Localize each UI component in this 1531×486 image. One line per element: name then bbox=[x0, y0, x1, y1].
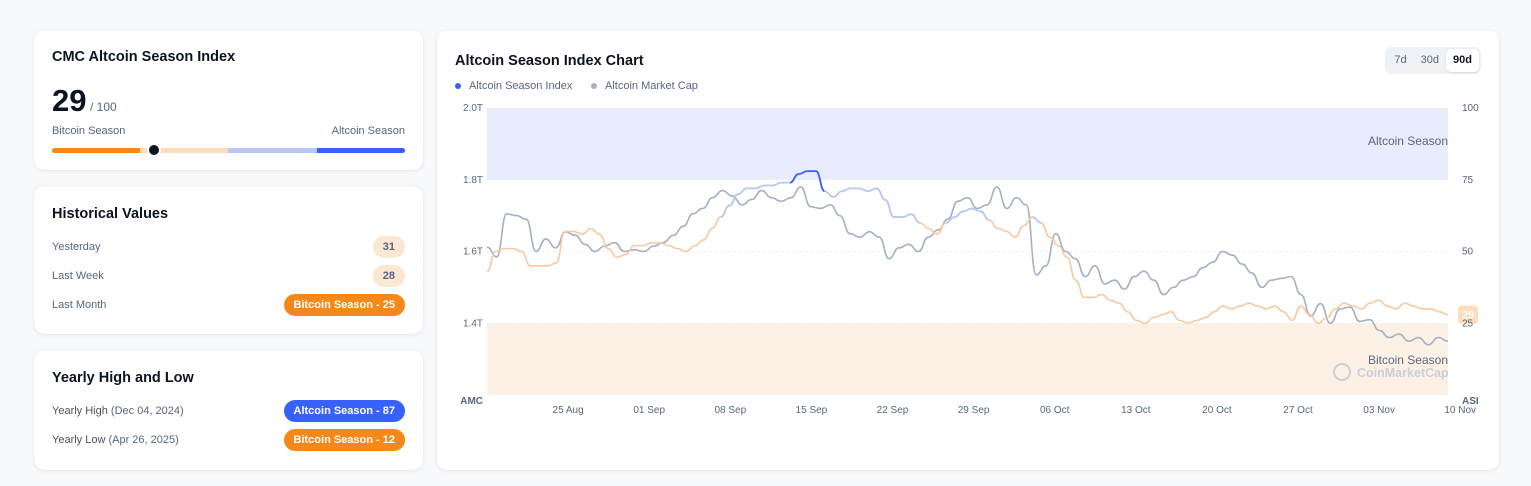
right-axis-tick: 50 bbox=[1462, 247, 1474, 258]
left-axis-title: AMC bbox=[460, 396, 483, 407]
range-tabs: 7d 30d 90d bbox=[1385, 47, 1481, 74]
yesterday-label: Yesterday bbox=[52, 241, 101, 253]
historical-title: Historical Values bbox=[52, 206, 169, 222]
yearly-high-date: (Dec 04, 2024) bbox=[110, 405, 184, 417]
index-line-segment bbox=[841, 187, 851, 193]
legend-marketcap-label: Altcoin Market Cap bbox=[605, 80, 698, 92]
legend-marketcap[interactable]: Altcoin Market Cap bbox=[591, 80, 698, 92]
x-axis-tick: 27 Oct bbox=[1283, 405, 1313, 416]
left-axis-tick: 1.8T bbox=[463, 175, 483, 186]
legend-marketcap-dot bbox=[591, 83, 597, 89]
gauge-altcoin-light-segment bbox=[228, 148, 317, 153]
index-line-segment bbox=[971, 207, 981, 213]
yearly-high-value: Altcoin Season - 87 bbox=[283, 400, 405, 422]
gauge-indicator bbox=[147, 143, 162, 157]
index-line-segment bbox=[954, 210, 964, 218]
current-value-badge-text: 29 bbox=[1462, 310, 1474, 322]
gauge-bitcoin-light-segment bbox=[140, 148, 228, 153]
tab-90d[interactable]: 90d bbox=[1446, 49, 1479, 72]
right-axis-tick: 75 bbox=[1462, 175, 1474, 186]
x-axis-tick: 20 Oct bbox=[1202, 405, 1232, 416]
yearly-high-label: Yearly High bbox=[52, 405, 108, 417]
watermark-logo-icon bbox=[1333, 363, 1351, 381]
index-line-segment bbox=[945, 216, 955, 224]
altcoin-season-zone bbox=[487, 108, 1448, 180]
left-axis-tick: 1.6T bbox=[463, 247, 483, 258]
x-axis-tick: 10 Nov bbox=[1444, 405, 1476, 416]
chart-plot[interactable]: Altcoin Season Bitcoin SeasonCoinMarketCa… bbox=[437, 30, 1499, 470]
watermark-text: CoinMarketCap bbox=[1357, 366, 1449, 380]
bitcoin-season-zone-label: Bitcoin Season bbox=[1368, 353, 1448, 367]
index-line-segment bbox=[876, 187, 886, 201]
bitcoin-season-zone bbox=[487, 323, 1448, 395]
index-line-segment bbox=[859, 187, 869, 193]
index-card-title: CMC Altcoin Season Index bbox=[52, 49, 236, 65]
x-axis-tick: 29 Sep bbox=[958, 405, 990, 416]
index-line-segment bbox=[772, 181, 782, 187]
yearly-title: Yearly High and Low bbox=[52, 370, 194, 386]
last-week-value: 28 bbox=[372, 265, 405, 287]
current-value-badge bbox=[1458, 305, 1478, 324]
yearly-high-low-card: Yearly High and Low Yearly High (Dec 04,… bbox=[34, 350, 423, 470]
last-month-label: Last Month bbox=[52, 299, 107, 311]
left-axis-tick: 2.0T bbox=[463, 103, 483, 114]
historical-values-card: Historical Values Yesterday 31 Last Week… bbox=[34, 186, 423, 334]
x-axis-tick: 06 Oct bbox=[1040, 405, 1070, 416]
x-axis-tick: 22 Sep bbox=[877, 405, 909, 416]
x-axis-tick: 01 Sep bbox=[633, 405, 665, 416]
index-line-segment bbox=[833, 190, 843, 198]
legend-index[interactable]: Altcoin Season Index bbox=[455, 80, 572, 92]
x-axis-tick: 13 Oct bbox=[1121, 405, 1151, 416]
x-axis-tick: 25 Aug bbox=[553, 405, 584, 416]
legend-index-dot bbox=[455, 83, 461, 89]
right-axis-tick: 100 bbox=[1462, 103, 1479, 114]
index-line-segment bbox=[737, 187, 747, 195]
index-line-segment bbox=[789, 173, 799, 184]
index-line-segment bbox=[755, 184, 765, 190]
yearly-high-row: Yearly High (Dec 04, 2024) bbox=[52, 405, 184, 417]
bitcoin-season-label: Bitcoin Season bbox=[52, 125, 126, 137]
season-gauge bbox=[52, 148, 405, 153]
legend-index-label: Altcoin Season Index bbox=[469, 80, 573, 92]
index-line-segment bbox=[867, 187, 877, 193]
yearly-low-date: (Apr 26, 2025) bbox=[108, 434, 179, 446]
index-line-segment bbox=[824, 190, 834, 198]
last-week-label: Last Week bbox=[52, 270, 104, 282]
x-axis-tick: 08 Sep bbox=[714, 405, 746, 416]
yearly-low-label: Yearly Low bbox=[52, 434, 106, 446]
gauge-altcoin-segment bbox=[317, 148, 405, 153]
right-axis-title: ASI bbox=[1462, 396, 1479, 407]
tab-30d[interactable]: 30d bbox=[1420, 54, 1440, 66]
tab-7d[interactable]: 7d bbox=[1394, 54, 1407, 66]
chart-title: Altcoin Season Index Chart bbox=[455, 53, 644, 69]
index-line-segment bbox=[902, 213, 912, 218]
left-axis-tick: 1.4T bbox=[463, 318, 483, 329]
index-value: 29 bbox=[52, 83, 87, 118]
gauge-bitcoin-segment bbox=[52, 148, 140, 153]
index-line-segment bbox=[1032, 216, 1042, 224]
index-line-segment bbox=[911, 213, 921, 224]
yesterday-value: 31 bbox=[372, 236, 405, 258]
x-axis-tick: 15 Sep bbox=[796, 405, 828, 416]
altcoin-season-index-card: CMC Altcoin Season Index 29 / 100 Bitcoi… bbox=[34, 30, 423, 170]
altcoin-season-chart-card: Altcoin Season Index Chart 7d 30d 90d Al… bbox=[437, 30, 1499, 470]
index-line-segment bbox=[729, 193, 739, 207]
altcoin-season-label: Altcoin Season bbox=[331, 125, 405, 137]
index-line-segment bbox=[798, 170, 808, 175]
x-axis-tick: 03 Nov bbox=[1363, 405, 1395, 416]
market-cap-line bbox=[486, 186, 1449, 346]
right-axis-tick: 25 bbox=[1462, 318, 1474, 329]
index-line-segment bbox=[884, 198, 895, 218]
index-line-segment bbox=[980, 210, 990, 221]
index-max: / 100 bbox=[90, 100, 117, 114]
altcoin-season-zone-label: Altcoin Season bbox=[1368, 134, 1448, 148]
last-month-value: Bitcoin Season - 25 bbox=[283, 294, 405, 316]
yearly-low-row: Yearly Low (Apr 26, 2025) bbox=[52, 434, 179, 446]
index-line-segment bbox=[815, 170, 826, 193]
index-line-segment bbox=[963, 207, 972, 213]
yearly-low-value: Bitcoin Season - 12 bbox=[283, 429, 405, 451]
index-line-segment bbox=[720, 204, 730, 218]
